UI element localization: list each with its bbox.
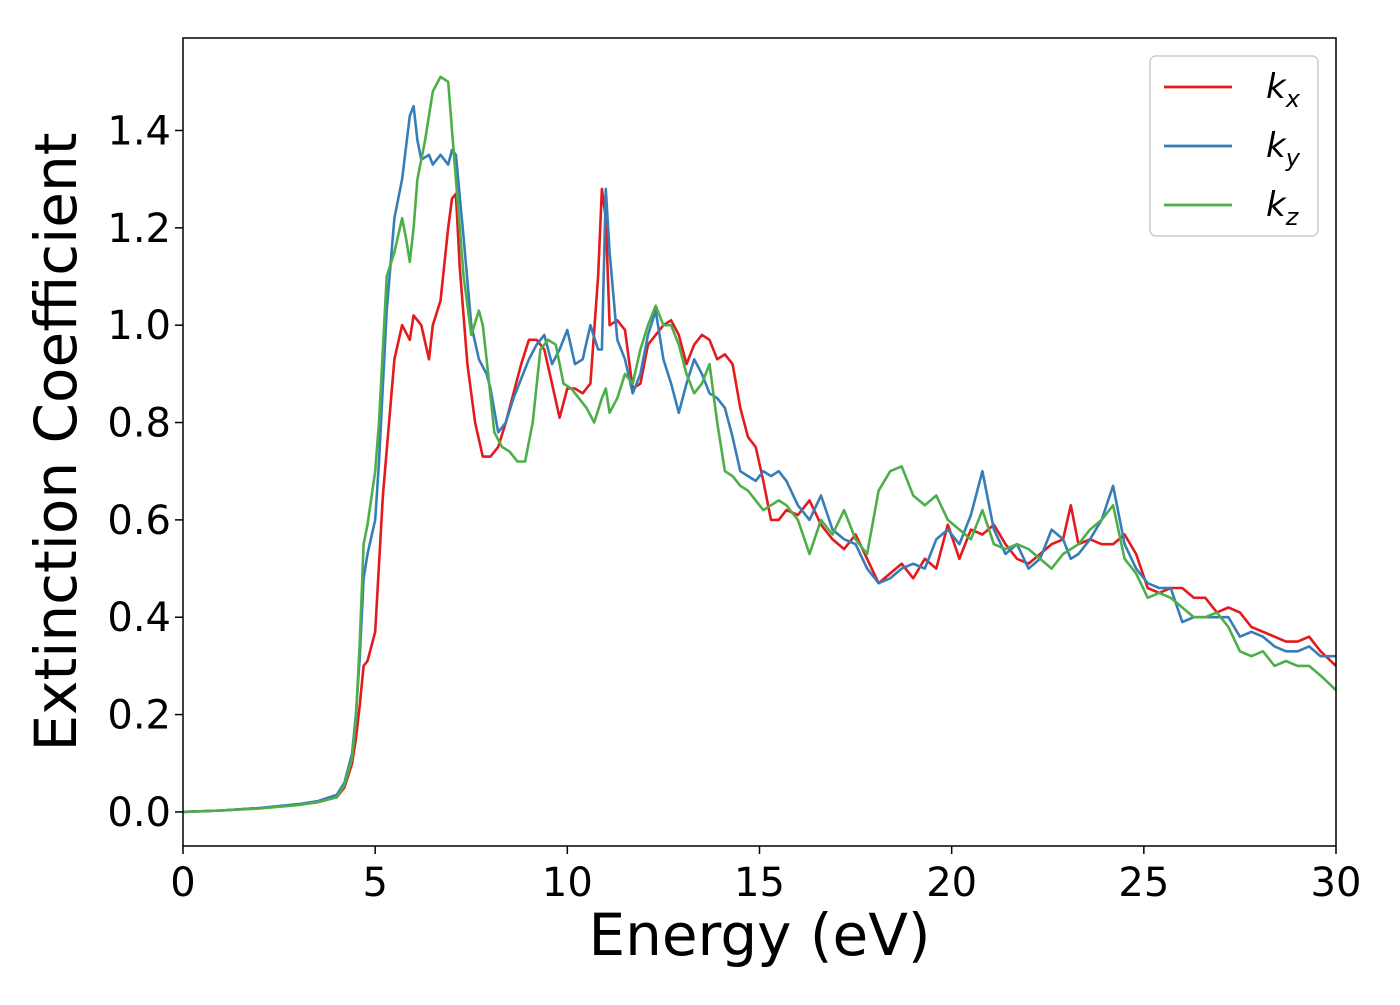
y-tick-label: 0.2 <box>107 693 171 739</box>
legend-label: ky <box>1266 126 1301 172</box>
x-axis: 0 5 10 15 20 25 30 <box>170 846 1361 906</box>
x-tick-label: 25 <box>1118 860 1169 906</box>
y-tick-label: 1.4 <box>107 108 171 154</box>
y-tick-label: 0.6 <box>107 498 171 544</box>
y-tick-label: 0.4 <box>107 595 171 641</box>
series-line-kz <box>183 75 1336 814</box>
y-axis-label: Extinction Coefficient <box>22 133 90 752</box>
legend-label: kx <box>1266 67 1301 113</box>
series-layer <box>183 75 1336 814</box>
x-tick-label: 20 <box>926 860 977 906</box>
x-tick-label: 5 <box>362 860 387 906</box>
x-tick-label: 30 <box>1311 860 1362 906</box>
y-tick-label: 0.0 <box>107 790 171 836</box>
series-line-kx <box>183 187 1336 814</box>
x-tick-label: 15 <box>734 860 785 906</box>
legend-label: kz <box>1266 185 1300 231</box>
legend-box <box>1149 55 1319 237</box>
legend: kx ky kz <box>1149 55 1319 237</box>
y-axis: 0.0 0.2 0.4 0.6 0.8 1.0 1.2 1.4 <box>107 108 183 836</box>
y-tick-label: 0.8 <box>107 401 171 447</box>
y-tick-label: 1.2 <box>107 206 171 252</box>
y-tick-label: 1.0 <box>107 303 171 349</box>
x-tick-label: 0 <box>170 860 195 906</box>
x-axis-label: Energy (eV) <box>588 901 930 969</box>
x-tick-label: 10 <box>542 860 593 906</box>
